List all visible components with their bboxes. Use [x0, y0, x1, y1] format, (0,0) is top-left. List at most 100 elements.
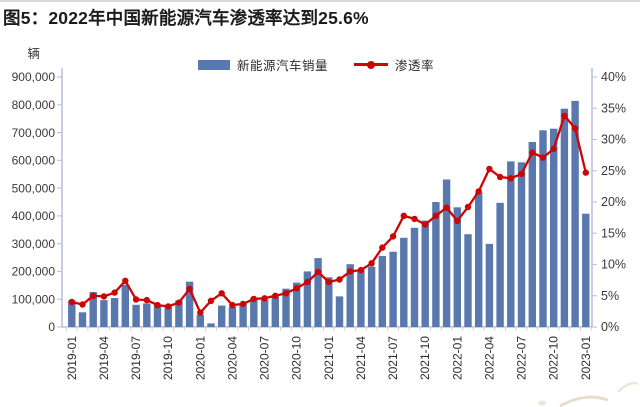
sales-bar: 2022-10: 714,000 辆	[550, 128, 558, 327]
penetration-point: 2020-02: 4.2%	[207, 297, 215, 304]
penetration-point: 2020-11: 7.2%	[304, 278, 311, 286]
penetration-point: 2022-06: 23.8%	[507, 175, 514, 182]
penetration-point: 2021-01: 7.2%	[325, 278, 332, 286]
sales-bar: 2020-04: 72,000 辆	[228, 307, 237, 327]
left-axis-tick-label: 200,000	[12, 265, 56, 279]
penetration-point: 2022-04: 25.3%	[486, 165, 493, 173]
x-axis-tick-label: 2019-10	[161, 336, 175, 380]
sales-bar: 2020-12: 248,000 辆	[314, 258, 322, 327]
penetration-point: 2019-04: 4.9%	[100, 293, 108, 300]
right-axis-tick-label: 40%	[601, 70, 626, 84]
left-axis-tick-label: 400,000	[12, 209, 56, 223]
sales-bar: 2019-08: 85,000 辆	[143, 303, 151, 327]
penetration-point: 2019-12: 6.1%	[186, 285, 193, 293]
image-top-edge	[0, 0, 640, 2]
left-axis-tick-label: 600,000	[12, 154, 56, 168]
penetration-point: 2022-09: 27.1%	[539, 154, 547, 161]
sales-bar: 2021-11: 450,000 辆	[432, 202, 440, 327]
penetration-point: 2020-08: 5%	[272, 292, 279, 299]
penetration-point: 2019-06: 7.4%	[122, 277, 129, 284]
sales-bar: 2021-01: 179,000 辆	[325, 277, 333, 327]
sales-bar: 2019-12: 163,000 辆	[185, 281, 194, 327]
sales-bar: 2020-06: 104,000 辆	[250, 298, 258, 327]
x-axis-tick-label: 2019-04	[97, 336, 111, 380]
penetration-point: 2022-08: 27.9%	[529, 149, 536, 156]
penetration-point: 2022-12: 31.8%	[571, 125, 579, 132]
penetration-point: 2021-03: 8.9%	[347, 268, 354, 275]
right-axis-tick-label: 30%	[601, 133, 626, 147]
x-axis-tick-label: 2022-01	[450, 336, 464, 380]
penetration-point: 2022-03: 21.7%	[475, 188, 482, 195]
sales-bar: 2021-02: 110,000 辆	[335, 296, 344, 327]
sales-bar: 2021-07: 271,000 辆	[389, 251, 397, 327]
sales-bar: 2023-01: 408,000 辆	[582, 213, 590, 327]
figure-title: 图5：2022年中国新能源汽车渗透率达到25.6%	[3, 8, 369, 28]
left-axis-unit-label: 辆	[27, 47, 40, 61]
right-axis-tick-label: 35%	[601, 101, 626, 115]
sales-bar: 2020-02: 12,900 辆	[207, 323, 215, 327]
sales-series-swatch	[198, 59, 230, 70]
sales-bar: 2020-09: 138,000 辆	[282, 288, 290, 327]
sales-bar: 2019-09: 80,000 辆	[153, 304, 162, 327]
penetration-point: 2019-11: 3.9%	[175, 299, 183, 306]
sales-series-legend-label: 新能源汽车销量	[237, 59, 329, 73]
penetration-point: 2022-02: 19.2%	[464, 203, 472, 211]
sales-bar: 2019-02: 52,900 辆	[78, 312, 87, 327]
sales-bar: 2020-05: 82,000 辆	[239, 304, 247, 327]
sales-bar: 2022-11: 786,000 辆	[560, 108, 569, 327]
sales-bar: 2020-03: 77,000 辆	[218, 305, 226, 327]
penetration-point: 2021-05: 10.2%	[368, 260, 375, 267]
sales-bar: 2021-10: 383,000 辆	[421, 220, 429, 327]
penetration-point: 2021-04: 9.1%	[357, 266, 365, 274]
x-axis-tick-label: 2022-07	[515, 336, 529, 380]
penetration-point: 2022-01: 17%	[454, 217, 461, 224]
x-axis-tick-label: 2021-04	[354, 336, 368, 380]
penetration-point: 2020-07: 4.6%	[261, 295, 268, 302]
penetration-point: 2020-12: 8.8%	[314, 268, 322, 276]
penetration-point: 2021-12: 19.1%	[443, 204, 450, 211]
penetration-point: 2019-03: 5%	[90, 292, 97, 299]
sales-bar: 2022-02: 334,000 辆	[464, 234, 472, 327]
sales-bar: 2021-05: 217,000 辆	[367, 266, 376, 327]
left-axis-tick-label: 500,000	[12, 181, 56, 195]
x-axis-tick-label: 2020-04	[225, 336, 239, 380]
penetration-point: 2020-06: 4.5%	[250, 295, 257, 303]
x-axis-tick-label: 2022-04	[482, 336, 496, 380]
right-axis-tick-label: 15%	[601, 226, 626, 240]
sales-bar: 2022-08: 666,000 辆	[528, 142, 536, 327]
x-axis-tick-label: 2020-10	[290, 336, 304, 380]
penetration-point: 2020-03: 5.4%	[218, 290, 225, 297]
penetration-point: 2022-10: 28.5%	[550, 145, 557, 153]
penetration-point: 2020-10: 6.2%	[293, 285, 300, 292]
penetration-point: 2022-11: 33.8%	[561, 112, 568, 120]
right-axis-tick-label: 5%	[601, 289, 619, 303]
x-axis-tick-label: 2021-10	[418, 336, 432, 380]
penetration-point: 2020-05: 3.7%	[239, 300, 247, 308]
left-axis-tick-label: 300,000	[12, 237, 56, 251]
sales-bar: 2019-05: 104,400 辆	[110, 298, 119, 327]
right-axis-tick-label: 0%	[601, 320, 619, 334]
x-axis-tick-label: 2022-10	[547, 336, 561, 380]
sales-bar: 2019-03: 126,000 辆	[89, 292, 97, 327]
right-axis-tick-label: 25%	[601, 164, 626, 178]
sales-bar: 2019-10: 75,000 辆	[164, 306, 172, 327]
sales-bar: 2019-07: 80,000 辆	[132, 304, 140, 327]
penetration-point: 2019-07: 4.4%	[132, 296, 140, 303]
x-axis-tick-label: 2020-07	[258, 336, 272, 380]
x-axis-tick-label: 2019-01	[65, 336, 79, 380]
x-axis-tick-label: 2019-07	[129, 336, 143, 380]
sales-bar: 2021-09: 357,000 辆	[410, 227, 419, 327]
penetration-point: 2019-08: 4.3%	[143, 296, 150, 304]
x-axis-tick-label: 2020-01	[193, 336, 207, 380]
sales-bar: 2022-03: 484,000 辆	[475, 192, 483, 327]
penetration-series-legend-label: 渗透率	[395, 59, 435, 73]
right-axis-tick-label: 20%	[601, 195, 626, 209]
penetration-point: 2019-05: 5.5%	[111, 289, 118, 296]
sales-bar: 2021-06: 256,000 辆	[378, 255, 386, 327]
sales-bar: 2019-11: 95,000 辆	[175, 300, 183, 327]
left-axis-tick-label: 900,000	[12, 70, 56, 84]
penetration-point: 2019-10: 3.3%	[165, 303, 172, 310]
sales-bar: 2020-11: 200,000 辆	[303, 271, 312, 327]
x-axis-tick-label: 2023-01	[579, 336, 593, 380]
sales-bar: 2021-03: 226,000 辆	[346, 264, 354, 327]
